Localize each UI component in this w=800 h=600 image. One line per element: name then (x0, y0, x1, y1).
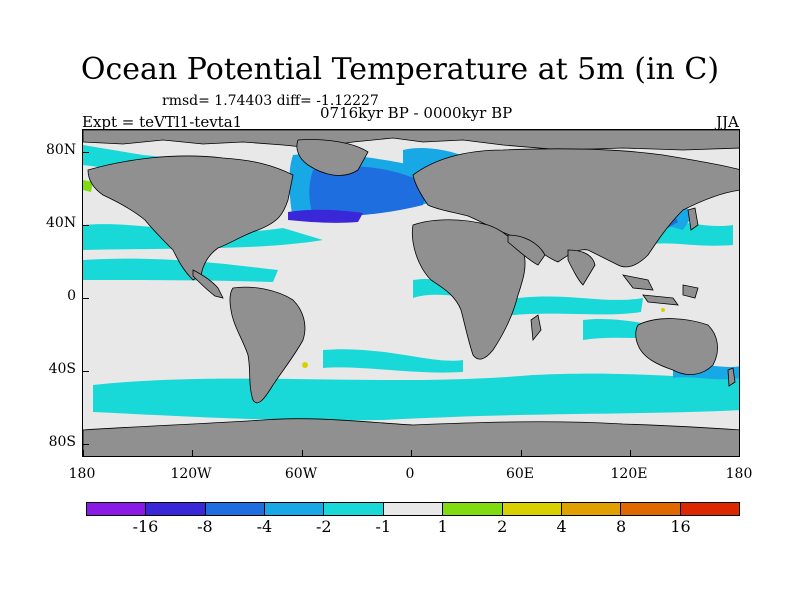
lon-tick-label: 180 (68, 466, 96, 482)
lon-tick-mark (630, 450, 631, 456)
lat-tick-label: 80N (46, 142, 77, 158)
lat-tick-label: 0 (67, 288, 76, 304)
lat-tick-mark (83, 225, 89, 226)
legend-color-box (383, 503, 444, 515)
lat-tick-label: 40N (46, 215, 77, 231)
legend-level-label: 16 (670, 517, 691, 536)
anomaly-map (83, 130, 739, 456)
map-title: Ocean Potential Temperature at 5m (in C) (80, 52, 720, 87)
rmsd-diff-stats: rmsd= 1.74403 diff= -1.12227 (162, 93, 379, 109)
lon-tick-label: 60W (284, 466, 318, 482)
legend-color-box (680, 503, 739, 515)
antarctica (83, 418, 739, 456)
lat-tick-label: 80S (48, 434, 76, 450)
lon-tick-mark (411, 450, 412, 456)
lon-tick-label: 60E (505, 466, 535, 482)
lon-tick-mark (192, 450, 193, 456)
lat-tick-mark (83, 152, 89, 153)
lon-tick-mark (521, 450, 522, 456)
land-masses (83, 130, 739, 456)
legend-level-label: 8 (615, 517, 627, 536)
lon-tick-label: 180 (725, 466, 753, 482)
lon-tick-mark (83, 450, 84, 456)
lon-tick-label: 120E (610, 466, 648, 482)
australia (635, 318, 718, 375)
legend-level-label: -2 (316, 517, 332, 536)
legend-level-label: -4 (256, 517, 273, 536)
legend-color-box (621, 503, 681, 515)
lat-tick-label: 40S (48, 361, 76, 377)
season-label: JJA (716, 113, 739, 131)
legend-color-box (502, 503, 562, 515)
time-period-label: 0716kyr BP - 0000kyr BP (320, 104, 513, 122)
legend-level-label: 1 (437, 517, 448, 536)
legend-color-box (265, 503, 325, 515)
legend-level-label: 2 (497, 517, 508, 536)
legend-level-label: -16 (132, 517, 159, 536)
lon-tick-label: 120W (170, 466, 212, 482)
color-legend-bar (86, 502, 740, 516)
lon-tick-mark (302, 450, 303, 456)
legend-color-box (205, 503, 266, 515)
lat-tick-mark (83, 371, 89, 372)
north-america (87, 155, 294, 281)
experiment-label: Expt = teVTl1-tevta1 (82, 113, 243, 131)
map-plot-area (82, 129, 740, 457)
africa (411, 219, 526, 360)
lon-tick-label: 0 (405, 466, 415, 482)
legend-color-box (87, 503, 147, 515)
lat-tick-mark (83, 444, 89, 445)
legend-color-box (443, 503, 503, 515)
greenland (296, 139, 369, 176)
legend-color-box (561, 503, 622, 515)
legend-level-label: -8 (197, 517, 213, 536)
south-america (229, 286, 306, 404)
extreme-cooling-region (288, 209, 363, 223)
legend-level-label: 4 (556, 517, 567, 536)
eurasia (412, 148, 739, 268)
legend-color-box (324, 503, 384, 515)
legend-level-label: -1 (375, 517, 392, 536)
lat-tick-mark (83, 298, 89, 299)
legend-color-box (146, 503, 206, 515)
